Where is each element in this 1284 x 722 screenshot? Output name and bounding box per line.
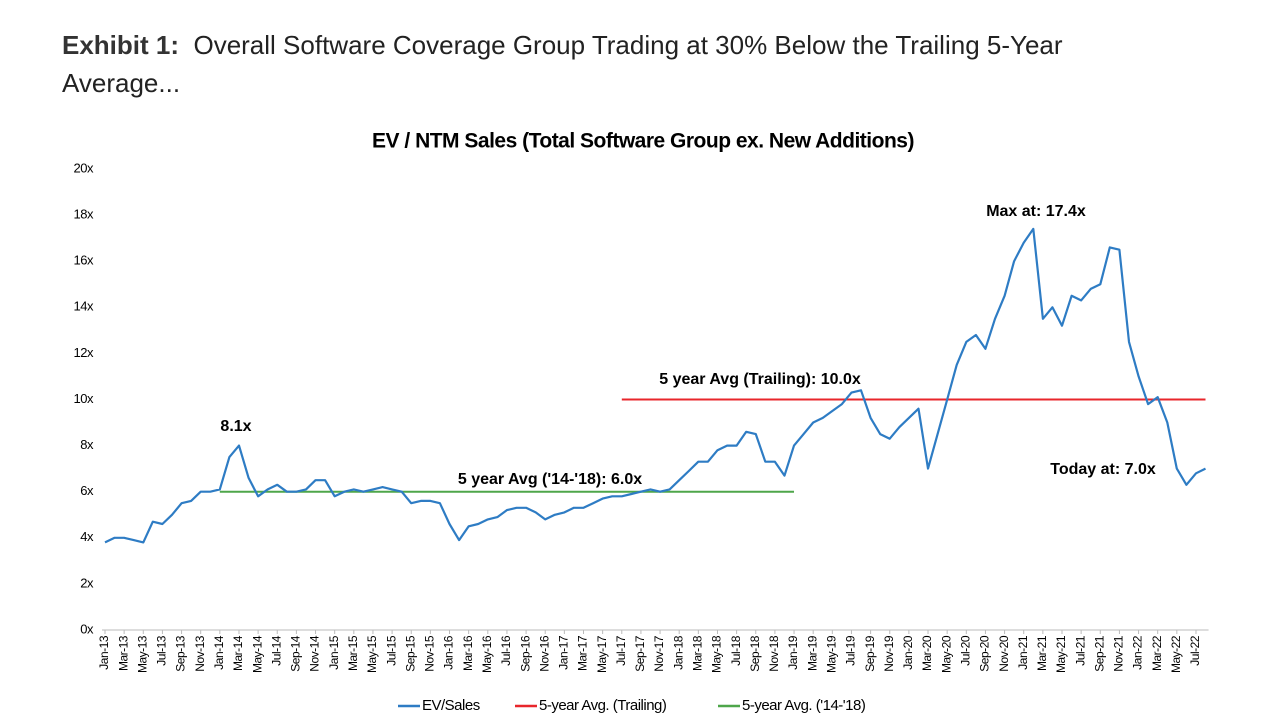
x-tick-label: May-15	[365, 635, 379, 673]
x-tick-label: Nov-17	[652, 635, 666, 672]
x-tick-label: Nov-13	[193, 635, 207, 672]
x-tick-label: Mar-14	[231, 635, 245, 671]
x-tick-label: Sep-14	[289, 635, 303, 672]
x-tick-label: Mar-22	[1150, 635, 1164, 671]
chart-title: EV / NTM Sales (Total Software Group ex.…	[372, 130, 914, 153]
y-tick-label: 6x	[80, 483, 94, 498]
x-tick-label: May-13	[135, 635, 149, 673]
x-tick-label: Jan-22	[1131, 635, 1145, 670]
x-tick-label: Sep-21	[1092, 635, 1106, 672]
y-tick-label: 0x	[80, 621, 94, 636]
x-tick-label: Nov-21	[1112, 635, 1126, 672]
x-tick-label: Jan-17	[557, 635, 571, 670]
x-tick-label: May-16	[480, 635, 494, 673]
x-tick-label: Jul-13	[155, 635, 169, 666]
y-tick-label: 16x	[74, 253, 94, 268]
x-tick-label: Sep-13	[174, 635, 188, 672]
x-tick-label: Sep-20	[978, 635, 992, 672]
x-tick-label: Jan-15	[327, 635, 341, 670]
y-tick-label: 2x	[80, 575, 94, 590]
legend-label: EV/Sales	[422, 697, 480, 714]
x-tick-label: May-20	[939, 635, 953, 673]
x-tick-label: May-21	[1054, 635, 1068, 673]
annotation: 5 year Avg (Trailing): 10.0x	[659, 371, 861, 388]
x-tick-label: Mar-19	[805, 635, 819, 671]
y-tick-label: 4x	[80, 529, 94, 544]
x-tick-label: Jul-17	[614, 635, 628, 666]
annotation: 8.1x	[220, 418, 251, 435]
x-tick-label: May-19	[824, 635, 838, 673]
x-tick-label: Jan-18	[671, 635, 685, 670]
exhibit-label: Exhibit 1:	[62, 30, 180, 60]
y-tick-label: 14x	[74, 299, 94, 314]
x-tick-label: Jan-21	[1016, 635, 1030, 670]
x-tick-label: Nov-14	[308, 635, 322, 672]
x-tick-label: Jul-15	[384, 635, 398, 666]
x-tick-label: Jul-18	[729, 635, 743, 666]
x-tick-label: Mar-21	[1035, 635, 1049, 671]
x-tick-label: Nov-15	[423, 635, 437, 672]
x-tick-label: Sep-17	[633, 635, 647, 672]
x-tick-label: Mar-13	[116, 635, 130, 671]
annotation: 5 year Avg ('14-'18): 6.0x	[458, 471, 642, 488]
x-tick-label: Mar-17	[576, 635, 590, 671]
x-tick-label: Sep-18	[748, 635, 762, 672]
x-tick-label: Nov-18	[767, 635, 781, 672]
x-tick-label: Jan-16	[442, 635, 456, 670]
x-tick-label: Jan-13	[97, 635, 111, 670]
x-tick-label: Nov-19	[882, 635, 896, 672]
legend-label: 5-year Avg. (Trailing)	[539, 697, 667, 714]
x-tick-label: Jan-14	[212, 635, 226, 670]
exhibit-title: Overall Software Coverage Group Trading …	[62, 30, 1063, 98]
x-tick-label: Jan-20	[901, 635, 915, 670]
y-tick-label: 10x	[74, 391, 94, 406]
x-tick-label: Jul-16	[499, 635, 513, 666]
x-tick-label: Mar-18	[691, 635, 705, 671]
annotation: Today at: 7.0x	[1050, 461, 1156, 478]
x-tick-label: May-17	[595, 635, 609, 673]
x-tick-label: Mar-15	[346, 635, 360, 671]
x-tick-label: Mar-20	[920, 635, 934, 671]
x-tick-label: May-14	[250, 635, 264, 673]
y-tick-label: 12x	[74, 345, 94, 360]
annotation: Max at: 17.4x	[986, 203, 1086, 220]
x-tick-label: Jan-19	[786, 635, 800, 670]
x-tick-label: Sep-19	[863, 635, 877, 672]
x-tick-label: Nov-16	[537, 635, 551, 672]
series-line	[104, 227, 1206, 544]
y-tick-label: 8x	[80, 437, 94, 452]
x-tick-label: Jul-21	[1073, 635, 1087, 666]
x-tick-label: May-22	[1169, 635, 1183, 673]
x-tick-label: Sep-15	[403, 635, 417, 672]
y-tick-label: 18x	[74, 207, 94, 222]
x-tick-label: Jul-20	[958, 635, 972, 666]
x-tick-label: Sep-16	[518, 635, 532, 672]
legend-label: 5-year Avg. ('14-'18)	[742, 697, 866, 714]
x-tick-label: Jul-14	[269, 635, 283, 666]
x-tick-label: Jul-19	[844, 635, 858, 666]
y-tick-label: 20x	[74, 160, 94, 175]
x-tick-label: Mar-16	[461, 635, 475, 671]
x-tick-label: May-18	[710, 635, 724, 673]
x-tick-label: Jul-22	[1188, 635, 1202, 666]
header: Exhibit 1: Overall Software Coverage Gro…	[62, 26, 1182, 102]
x-tick-label: Nov-20	[997, 635, 1011, 672]
